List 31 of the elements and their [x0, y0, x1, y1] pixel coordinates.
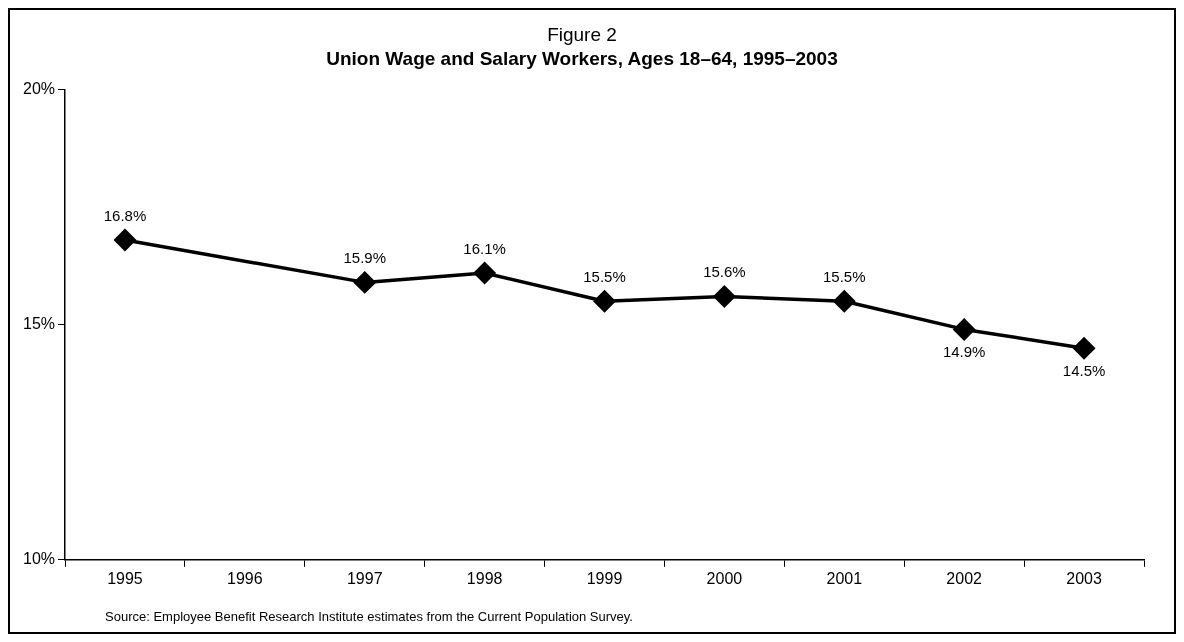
chart-title: Figure 2 — [547, 23, 617, 45]
point — [114, 229, 136, 251]
x-tick-label: 1996 — [227, 569, 263, 587]
y-tick-label: 15% — [22, 315, 56, 333]
data-label: 16.8% — [103, 206, 147, 224]
chart-subtitle: Union Wage and Salary Workers, Ages 18–64, 1995–2003 — [326, 48, 838, 70]
data-label: 15.9% — [343, 249, 387, 267]
x-tick-label: 2001 — [826, 569, 863, 587]
data-label: 15.6% — [703, 263, 746, 281]
data-label: 15.5% — [823, 267, 866, 285]
point — [953, 318, 975, 341]
y-tick-label: 20% — [22, 80, 56, 98]
point — [1073, 337, 1095, 359]
y-tick-label: 10% — [22, 550, 56, 568]
x-tick-label: 2000 — [706, 569, 743, 587]
point — [833, 290, 856, 312]
x-tick-label: 2002 — [946, 569, 983, 587]
x-tick-label: 1998 — [466, 569, 503, 587]
x-tick-label: 1997 — [346, 569, 383, 587]
x-tick-label: 1999 — [586, 569, 623, 587]
point — [473, 262, 496, 284]
data-label: 15.5% — [583, 267, 626, 285]
point — [353, 271, 376, 294]
data-label: 14.5% — [1062, 361, 1106, 379]
data-label: 14.9% — [942, 343, 986, 361]
point — [713, 285, 736, 308]
point — [593, 290, 616, 312]
source-note: Source: Employee Benefit Research Institute estimates from the Current Population Survey. — [105, 609, 633, 625]
data-label: 16.1% — [463, 239, 506, 257]
x-tick-label: 1995 — [107, 569, 143, 587]
x-tick-label: 2003 — [1066, 569, 1102, 587]
